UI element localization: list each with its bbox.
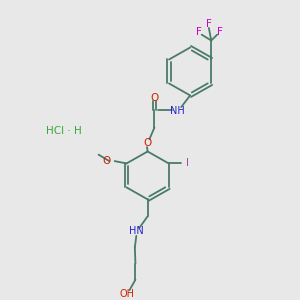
Text: OH: OH bbox=[120, 289, 135, 299]
Text: HN: HN bbox=[129, 226, 144, 236]
Text: O: O bbox=[150, 93, 159, 103]
Text: HCl · H: HCl · H bbox=[46, 126, 82, 136]
Text: O: O bbox=[103, 156, 111, 166]
Text: NH: NH bbox=[170, 106, 185, 116]
Text: O: O bbox=[143, 138, 151, 148]
Text: F: F bbox=[217, 27, 223, 37]
Text: F: F bbox=[196, 27, 202, 37]
Text: I: I bbox=[186, 158, 189, 168]
Text: F: F bbox=[206, 20, 212, 29]
